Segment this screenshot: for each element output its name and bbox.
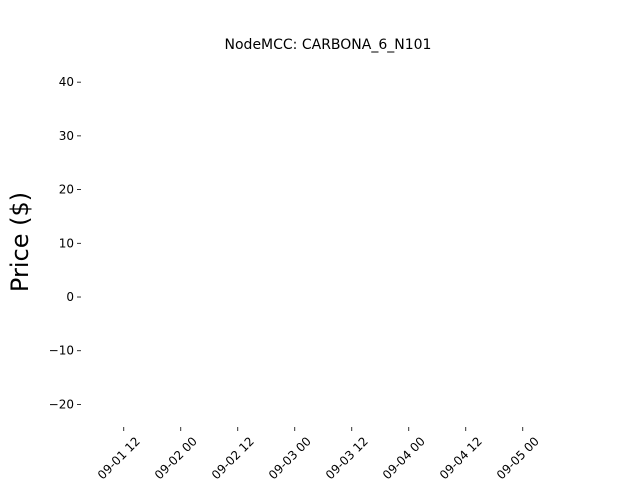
x-tick-label: 09-02 00 [152,434,200,480]
x-tick-label: 09-02 12 [209,434,257,480]
chart-title: NodeMCC: CARBONA_6_N101 [225,37,432,53]
y-tick-label: −10 [49,344,74,358]
y-tick-label: 0 [66,290,74,304]
x-tick-label: 09-05 00 [494,434,542,480]
y-axis-label: Price ($) [6,192,34,292]
x-tick-label: 09-03 12 [323,434,371,480]
y-tick-label: −20 [49,397,74,411]
x-tick-label: 09-04 00 [380,434,428,480]
x-tick-label: 09-01 12 [95,434,143,480]
x-tick-label: 09-03 00 [266,434,314,480]
y-tick-label: 20 [59,183,74,197]
x-tick-label: 09-04 12 [437,434,485,480]
y-tick-label: 10 [59,236,74,250]
y-tick-label: 30 [59,129,74,143]
y-tick-label: 40 [59,75,74,89]
